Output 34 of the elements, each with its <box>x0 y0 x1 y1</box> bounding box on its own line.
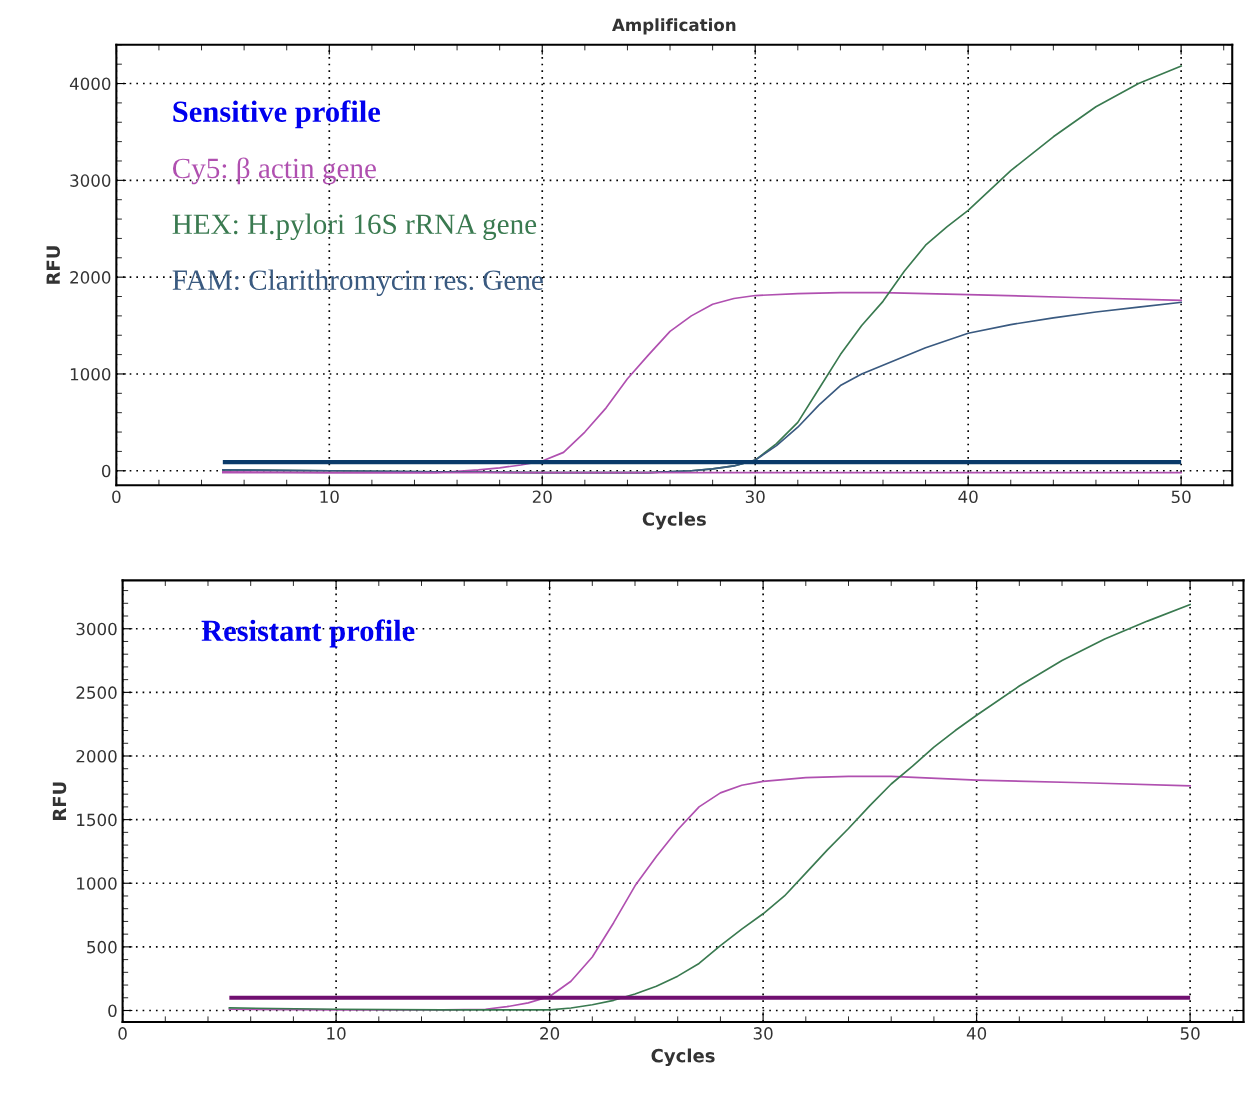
y-tick-label: 3000 <box>76 622 117 636</box>
x-tick-label: 10 <box>320 490 339 504</box>
y-tick-label: 2000 <box>70 271 111 284</box>
y-axis-title: RFU <box>52 782 67 820</box>
y-tick-label: 1500 <box>77 813 117 827</box>
text: HEX: H.pylori 16S rRNA gene <box>172 213 537 241</box>
chart-title: Amplification <box>612 18 736 35</box>
y-tick-label: 4000 <box>69 77 111 91</box>
x-tick-label: 20 <box>532 490 552 504</box>
text: FAM: Clarithromycin res. Gene <box>172 269 543 296</box>
y-tick-label: 2500 <box>76 686 117 699</box>
y-tick-label: 1000 <box>77 877 117 890</box>
x-axis-title: Cycles <box>651 1048 715 1067</box>
x-tick-label: 30 <box>745 490 765 504</box>
x-tick-label: 50 <box>1180 1027 1200 1040</box>
x-tick-label: 0 <box>118 1027 127 1040</box>
x-tick-label: 10 <box>327 1027 346 1040</box>
y-tick-label: 0 <box>101 464 111 478</box>
x-tick-label: 50 <box>1171 490 1191 504</box>
annotation: Resistant profile <box>201 619 415 648</box>
y-tick-label: 1000 <box>70 367 111 381</box>
x-tick-label: 30 <box>753 1027 773 1040</box>
x-tick-label: 20 <box>540 1027 560 1040</box>
x-tick-label: 40 <box>958 490 978 504</box>
y-tick-label: 500 <box>87 940 117 954</box>
y-tick-label: 2000 <box>76 749 117 763</box>
y-tick-label: 0 <box>108 1004 117 1018</box>
line-series <box>228 775 1191 1011</box>
x-tick-label: 40 <box>966 1027 987 1040</box>
y-tick-label: 3000 <box>70 174 111 187</box>
text: Cy5: β actin gene <box>172 157 376 185</box>
x-axis-title: Cycles <box>642 511 706 530</box>
y-axis-title: RFU <box>46 246 61 284</box>
legend-title: Sensitive profile <box>173 100 381 129</box>
